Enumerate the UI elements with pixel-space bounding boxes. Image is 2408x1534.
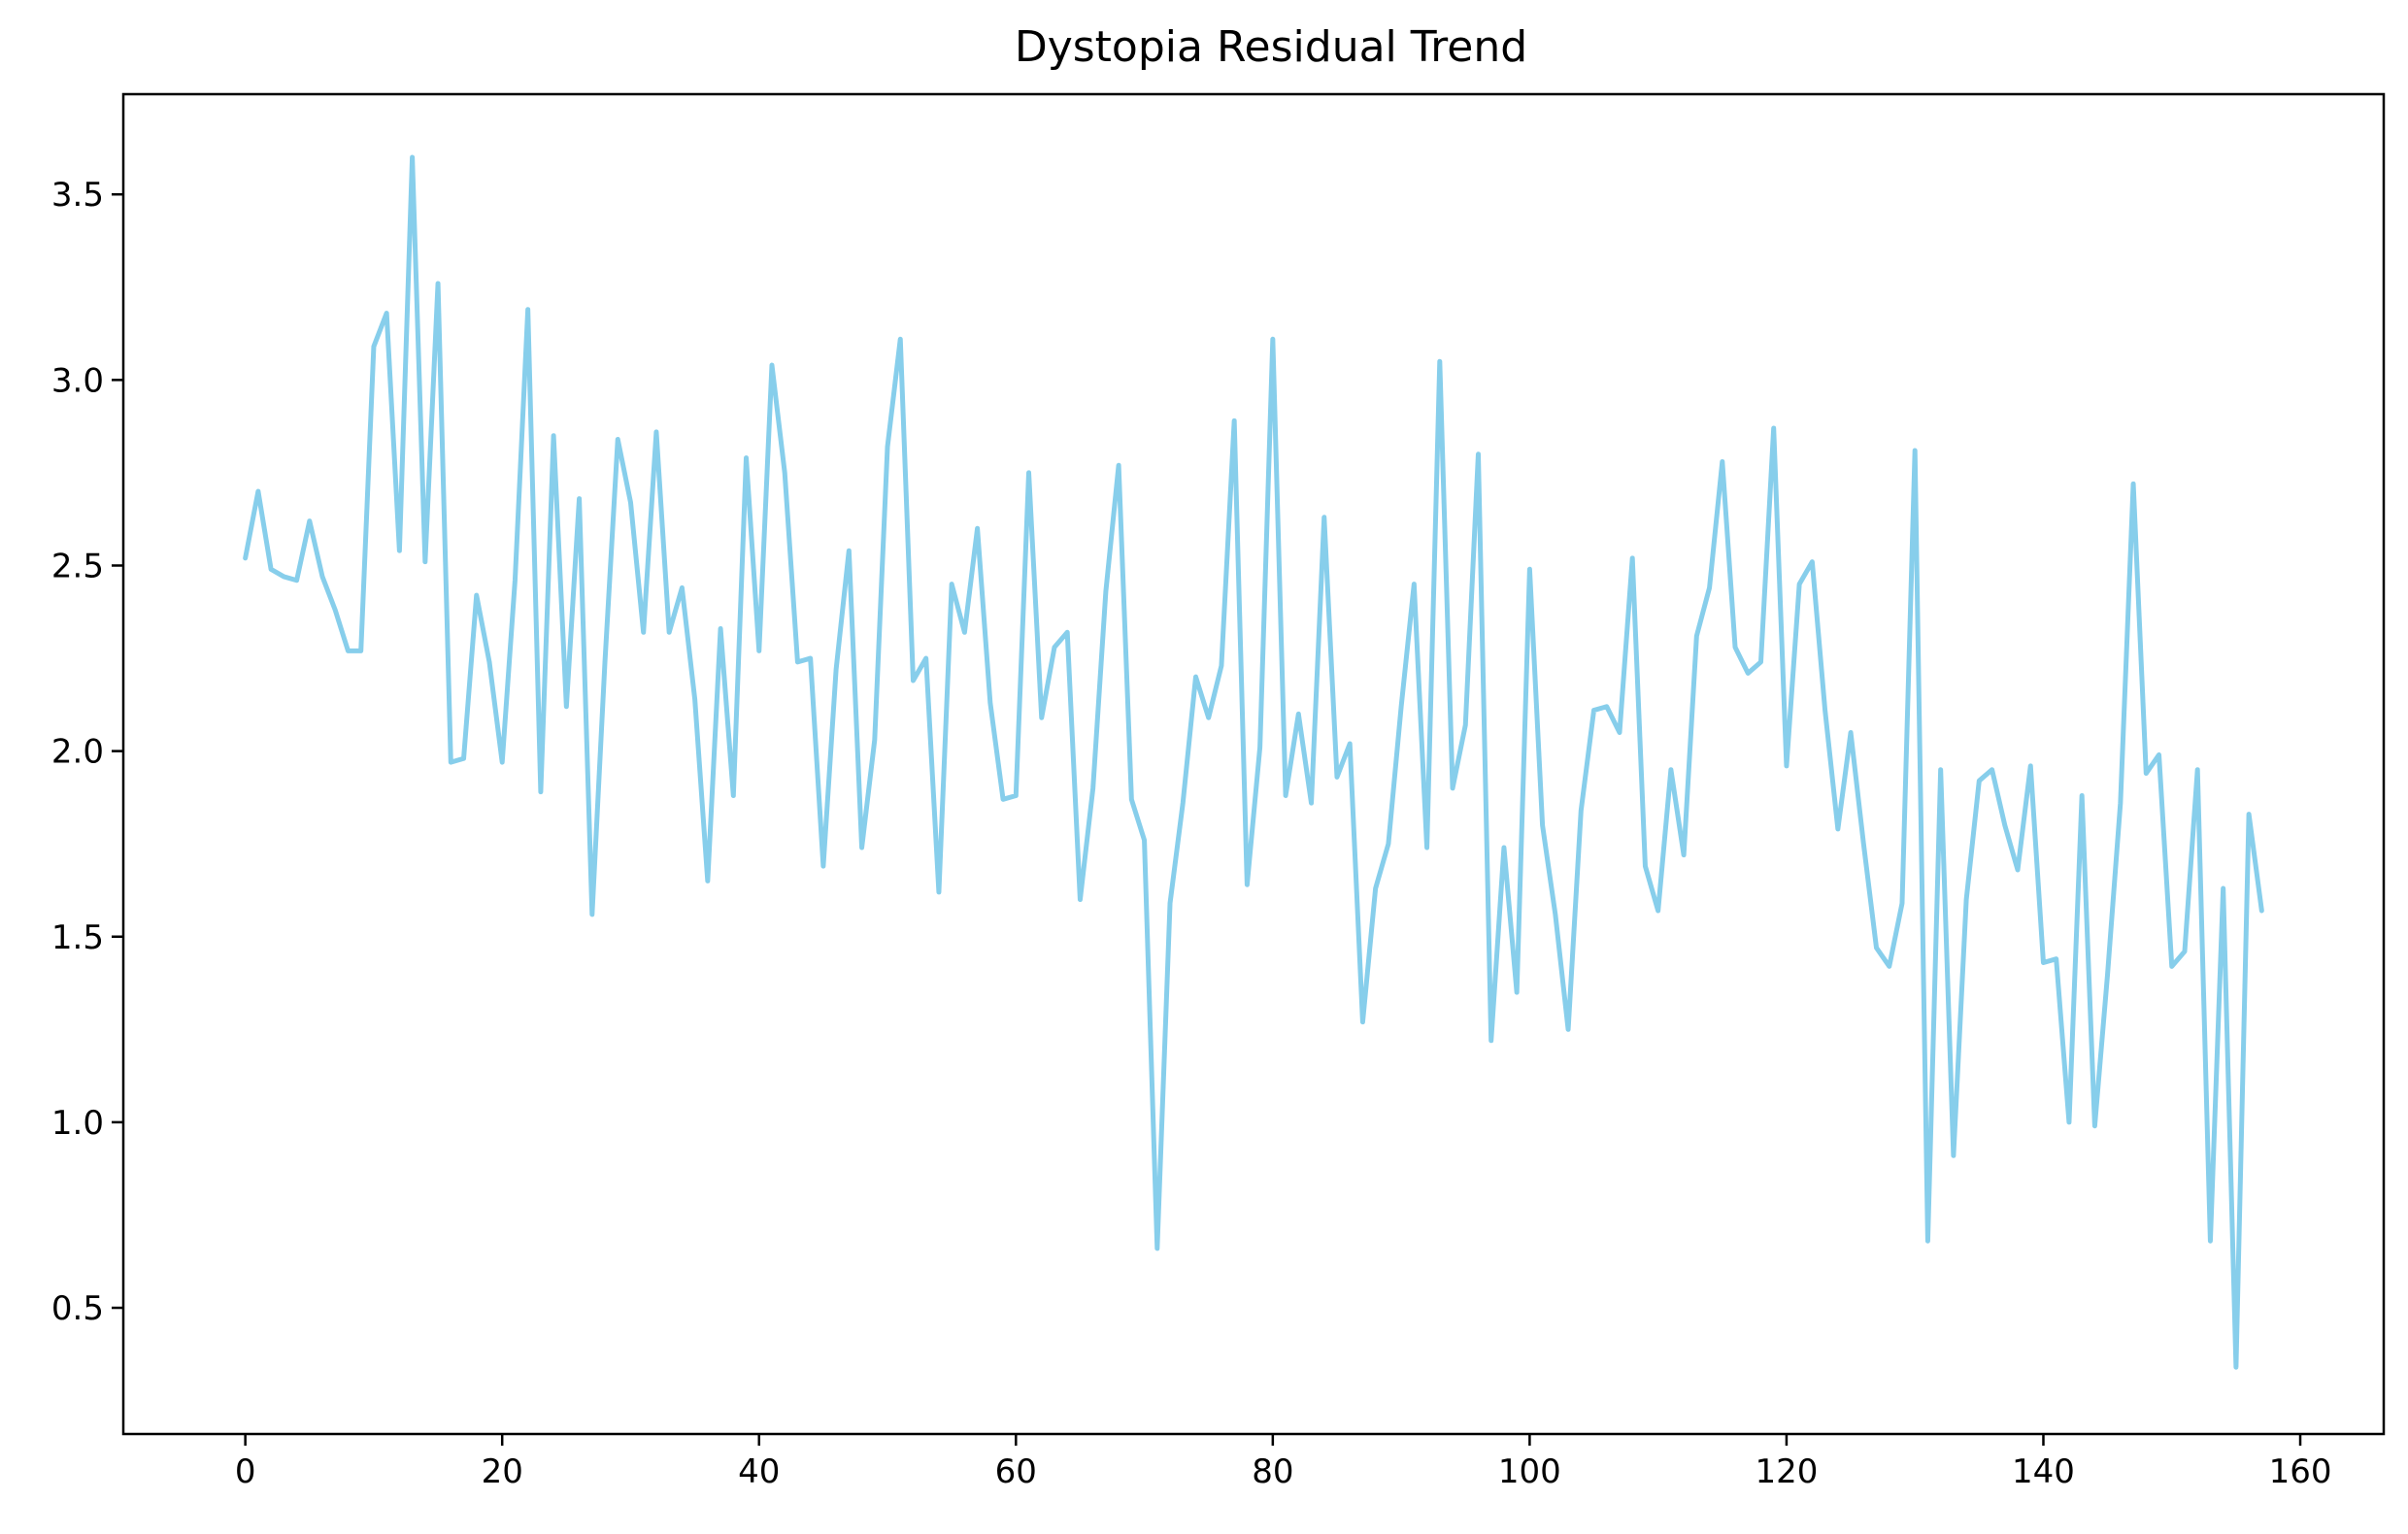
chart-title: Dystopia Residual Trend	[1015, 22, 1527, 72]
x-tick-label: 100	[1498, 1452, 1561, 1491]
x-axis: 0 20 40 60 80 100 120 140 160	[235, 1434, 2332, 1491]
y-tick-label: 1.0	[51, 1104, 104, 1143]
y-axis: 0.5 1.0 1.5 2.0 2.5 3.0 3.5	[51, 176, 123, 1328]
y-tick-label: 0.5	[51, 1289, 104, 1328]
y-tick-label: 3.5	[51, 176, 104, 215]
y-tick-label: 3.0	[51, 361, 104, 400]
x-tick-label: 0	[235, 1452, 256, 1491]
x-tick-label: 20	[482, 1452, 523, 1491]
y-tick-label: 2.0	[51, 733, 104, 772]
x-tick-label: 40	[738, 1452, 780, 1491]
plot-area	[243, 154, 2264, 1370]
x-tick-label: 140	[2012, 1452, 2075, 1491]
x-tick-label: 80	[1252, 1452, 1293, 1491]
y-tick-label: 2.5	[51, 547, 104, 585]
axes-frame	[121, 92, 2386, 1436]
series-line-0	[243, 154, 2264, 1370]
x-tick-label: 160	[2269, 1452, 2332, 1491]
x-tick-label: 120	[1755, 1452, 1818, 1491]
y-tick-label: 1.5	[51, 918, 104, 957]
x-tick-label: 60	[995, 1452, 1037, 1491]
